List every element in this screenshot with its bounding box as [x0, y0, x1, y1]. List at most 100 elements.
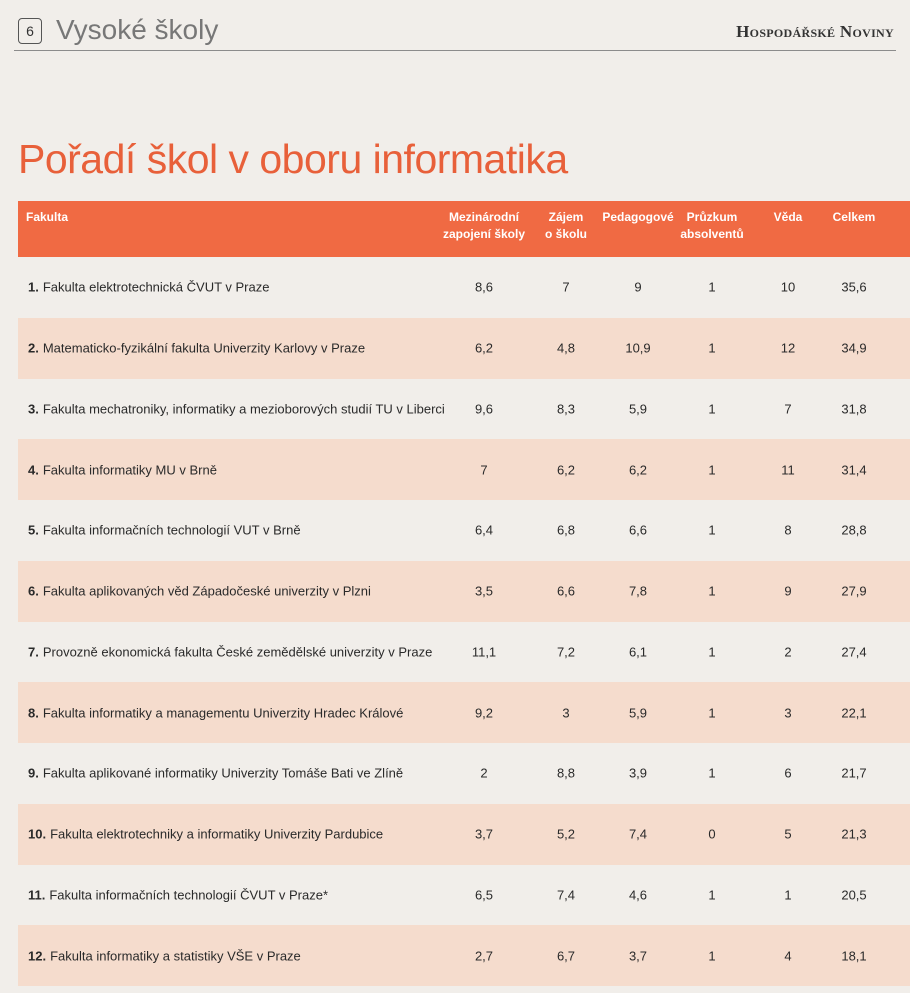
cell-zajem: 8,3	[556, 401, 576, 417]
cell-pruzkum: 1	[708, 887, 716, 903]
table-row: 5. Fakulta informačních technologií VUT v…	[18, 500, 910, 561]
rank: 10.	[28, 826, 47, 842]
cell-veda: 2	[784, 644, 792, 660]
table-row: 12. Fakulta informatiky a statistiky VŠE …	[18, 925, 910, 986]
cell-celkem: 27,9	[841, 583, 867, 599]
cell-pruzkum: 1	[708, 948, 716, 964]
cell-pedagogove: 3,9	[628, 765, 648, 781]
column-header-zajem: Zájem o školu	[544, 210, 587, 241]
cell-celkem: 21,7	[841, 765, 867, 781]
cell-mezinarodni: 6,2	[474, 340, 494, 356]
cell-veda: 10	[780, 279, 796, 295]
publication-name: Hospodářské Noviny	[736, 22, 894, 41]
cell-celkem: 31,8	[841, 401, 867, 417]
cell-zajem: 6,7	[556, 948, 576, 964]
cell-celkem: 21,3	[841, 826, 867, 842]
cell-celkem: 35,6	[841, 279, 867, 295]
cell-pruzkum: 1	[708, 705, 716, 721]
faculty-name: 12. Fakulta informatiky a statistiky VŠE …	[28, 948, 301, 964]
table-header: Fakulta Mezinárodní zapojení školy Zájem…	[18, 201, 910, 257]
cell-veda: 11	[781, 462, 795, 478]
cell-pedagogove: 3,7	[628, 948, 648, 964]
faculty-name: 8. Fakulta informatiky a managementu Univ…	[28, 705, 404, 721]
faculty-name: 10. Fakulta elektrotechniky a informatiky…	[28, 826, 384, 842]
column-header-veda: Věda	[773, 210, 803, 224]
cell-mezinarodni: 2,7	[474, 948, 494, 964]
faculty-name: 11. Fakulta informačních technologií ČVUT…	[28, 887, 329, 903]
cell-pedagogove: 6,1	[628, 644, 648, 660]
cell-mezinarodni: 6,4	[474, 522, 494, 538]
cell-pruzkum: 1	[708, 522, 716, 538]
cell-mezinarodni: 3,5	[474, 583, 494, 599]
page-number: 6	[18, 18, 42, 44]
rank: 5.	[28, 522, 39, 538]
section-title: Vysoké školy	[56, 14, 219, 45]
faculty-name: 3. Fakulta mechatroniky, informatiky a me…	[28, 401, 445, 417]
table-row: 9. Fakulta aplikované informatiky Univerz…	[18, 743, 910, 804]
cell-zajem: 8,8	[556, 765, 576, 781]
cell-celkem: 18,1	[841, 948, 867, 964]
rank: 11.	[28, 887, 46, 903]
column-header-celkem: Celkem	[832, 210, 876, 224]
cell-zajem: 7	[562, 279, 570, 295]
faculty-name: 7. Provozně ekonomická fakulta České země…	[28, 644, 433, 660]
cell-veda: 6	[784, 765, 792, 781]
cell-celkem: 31,4	[841, 462, 867, 478]
table-row: 2. Matematicko-fyzikální fakulta Univerzi…	[18, 317, 910, 379]
cell-mezinarodni: 11,1	[471, 644, 497, 660]
cell-celkem: 27,4	[841, 644, 867, 660]
cell-pedagogove: 7,4	[628, 826, 648, 842]
cell-veda: 7	[784, 401, 792, 417]
cell-zajem: 7,2	[556, 644, 576, 660]
cell-zajem: 6,2	[556, 462, 576, 478]
rank: 12.	[28, 948, 47, 964]
table-row: 7. Provozně ekonomická fakulta České země…	[18, 622, 910, 683]
cell-celkem: 22,1	[841, 705, 867, 721]
column-header-mezinarodni: Mezinárodní zapojení školy	[442, 210, 526, 241]
cell-pedagogove: 6,2	[628, 462, 648, 478]
cell-pruzkum: 0	[708, 826, 716, 842]
table-row: 8. Fakulta informatiky a managementu Univ…	[18, 682, 910, 743]
table-row: 11. Fakulta informačních technologií ČVUT…	[18, 865, 910, 926]
column-header-fakulta: Fakulta	[26, 210, 69, 224]
cell-mezinarodni: 2	[480, 765, 488, 781]
cell-pruzkum: 1	[708, 462, 716, 478]
cell-veda: 1	[784, 887, 792, 903]
table-row: 1. Fakulta elektrotechnická ČVUT v Praze …	[18, 257, 910, 318]
rank: 2.	[28, 340, 39, 356]
cell-pruzkum: 1	[708, 279, 716, 295]
table-row: 10. Fakulta elektrotechniky a informatiky…	[18, 803, 910, 865]
faculty-name: 4. Fakulta informatiky MU v Brně	[28, 462, 217, 478]
faculty-name: 2. Matematicko-fyzikální fakulta Univerzi…	[28, 340, 366, 356]
cell-zajem: 4,8	[556, 340, 576, 356]
cell-zajem: 7,4	[556, 887, 576, 903]
page-header: 6 Vysoké školy Hospodářské Noviny	[14, 12, 896, 51]
cell-mezinarodni: 8,6	[474, 279, 494, 295]
cell-veda: 12	[780, 340, 796, 356]
table-row: 4. Fakulta informatiky MU v Brně 7 6,2 6,…	[18, 439, 910, 500]
faculty-name: 6. Fakulta aplikovaných věd Západočeské u…	[28, 583, 371, 599]
cell-veda: 5	[784, 826, 792, 842]
cell-zajem: 6,8	[556, 522, 576, 538]
cell-mezinarodni: 3,7	[474, 826, 494, 842]
cell-mezinarodni: 7	[480, 462, 488, 478]
cell-pruzkum: 1	[708, 401, 716, 417]
rank: 6.	[28, 583, 39, 599]
article-title: Pořadí škol v oboru informatika	[18, 136, 568, 182]
cell-celkem: 20,5	[841, 887, 867, 903]
cell-pedagogove: 5,9	[628, 705, 648, 721]
cell-celkem: 28,8	[841, 522, 867, 538]
cell-zajem: 5,2	[556, 826, 576, 842]
cell-mezinarodni: 9,2	[474, 705, 494, 721]
table-row: 6. Fakulta aplikovaných věd Západočeské u…	[18, 560, 910, 622]
rank: 8.	[28, 705, 39, 721]
cell-zajem: 3	[562, 705, 570, 721]
column-header-pruzkum: Průzkum absolventů	[680, 210, 744, 241]
cell-pedagogove: 5,9	[628, 401, 648, 417]
cell-veda: 4	[784, 948, 792, 964]
cell-mezinarodni: 9,6	[474, 401, 494, 417]
cell-mezinarodni: 6,5	[474, 887, 494, 903]
cell-celkem: 34,9	[841, 340, 867, 356]
cell-pruzkum: 1	[708, 644, 716, 660]
